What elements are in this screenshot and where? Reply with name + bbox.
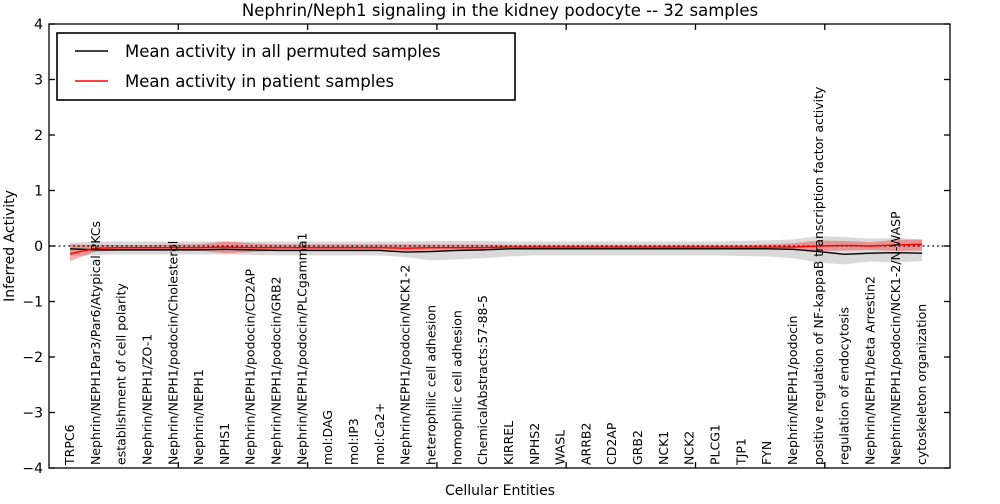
- patient-mean-line: [69, 243, 923, 255]
- y-tick-label: −1: [22, 295, 43, 311]
- y-axis-title: Inferred Activity: [2, 190, 18, 302]
- axes-layer: [48, 23, 951, 469]
- chart-title: Nephrin/Neph1 signaling in the kidney po…: [242, 1, 758, 20]
- x-category-label: cytoskeleton organization: [914, 304, 929, 465]
- x-category-label: Nephrin/NEPH1/ZO-1: [139, 334, 154, 465]
- x-category-label: positive regulation of NF-kappaB transcr…: [811, 86, 826, 465]
- y-tick-label: 4: [34, 17, 43, 33]
- x-category-label: Nephrin/NEPH1/beta Arrestin2: [862, 276, 877, 465]
- y-tick-label: 1: [34, 184, 43, 200]
- patient-band: [70, 239, 923, 261]
- x-category-label: mol:DAG: [320, 410, 335, 465]
- x-category-label: TRPC6: [62, 424, 77, 466]
- x-category-label: Nephrin/NEPH1/podocin/CD2AP: [243, 269, 258, 465]
- x-category-label: TJP1: [733, 438, 748, 466]
- x-category-label: PLCG1: [708, 424, 723, 465]
- x-category-label: heterophilic cell adhesion: [423, 305, 438, 465]
- x-category-label: regulation of endocytosis: [837, 307, 852, 465]
- y-tick-label: −4: [22, 461, 43, 477]
- y-tick-label: 3: [34, 73, 43, 89]
- x-category-label: Nephrin/NEPH1: [191, 369, 206, 465]
- x-category-label: mol:IP3: [346, 418, 361, 465]
- x-category-label: Nephrin/NEPH1/podocin/Cholesterol: [165, 241, 180, 465]
- x-category-label: Nephrin/NEPH1/podocin/NCK1-2/N-WASP: [888, 211, 903, 465]
- x-category-label: NPHS2: [527, 423, 542, 465]
- legend-label-permuted: Mean activity in all permuted samples: [125, 42, 441, 61]
- legend-item-permuted: Mean activity in all permuted samples: [75, 42, 441, 61]
- band-layer: [70, 236, 923, 265]
- y-tick-label: −3: [22, 406, 43, 422]
- x-category-label: ChemicalAbstracts:57-88-5: [475, 295, 490, 465]
- y-tick-label: −2: [22, 350, 43, 366]
- legend-box: [56, 32, 516, 101]
- x-category-label: establishment of cell polarity: [114, 283, 129, 465]
- x-category-label: WASL: [553, 430, 568, 465]
- x-category-label: NPHS1: [217, 423, 232, 465]
- permuted-mean-line: [69, 248, 923, 256]
- x-category-label: mol:Ca2+: [372, 403, 387, 465]
- x-category-label: Nephrin/NEPH1/podocin: [785, 316, 800, 465]
- legend-label-patient: Mean activity in patient samples: [125, 72, 394, 91]
- x-category-label: FYN: [759, 441, 774, 465]
- x-category-label: homophilic cell adhesion: [449, 310, 464, 465]
- x-category-label: ARRB2: [578, 423, 593, 465]
- legend: Mean activity in all permuted samples Me…: [56, 32, 516, 101]
- x-category-label: NCK1: [656, 431, 671, 465]
- permuted-band: [70, 236, 923, 265]
- x-category-label: CD2AP: [604, 422, 619, 465]
- y-tick-label: 2: [34, 128, 43, 144]
- x-axis-title: Cellular Entities: [445, 483, 555, 499]
- tick-label-layer: 4 3 2 1 0 −1 −2 −3 −4 TRPC6 Nephrin/NEPH1Par3/Par6…: [22, 17, 929, 477]
- x-category-label: Nephrin/NEPH1Par3/Par6/Atypical PKCs: [88, 221, 103, 465]
- x-category-label: GRB2: [630, 430, 645, 465]
- x-category-label: KIRREL: [501, 421, 516, 465]
- x-category-label: NCK2: [682, 431, 697, 465]
- legend-item-patient: Mean activity in patient samples: [75, 72, 394, 91]
- series-line-layer: [69, 243, 923, 256]
- y-tick-label: 0: [34, 239, 43, 255]
- x-category-label: Nephrin/NEPH1/podocin/PLCgamma1: [294, 233, 309, 465]
- x-category-label: Nephrin/NEPH1/podocin/GRB2: [269, 276, 284, 465]
- x-category-label: Nephrin/NEPH1/podocin/NCK1-2: [398, 265, 413, 465]
